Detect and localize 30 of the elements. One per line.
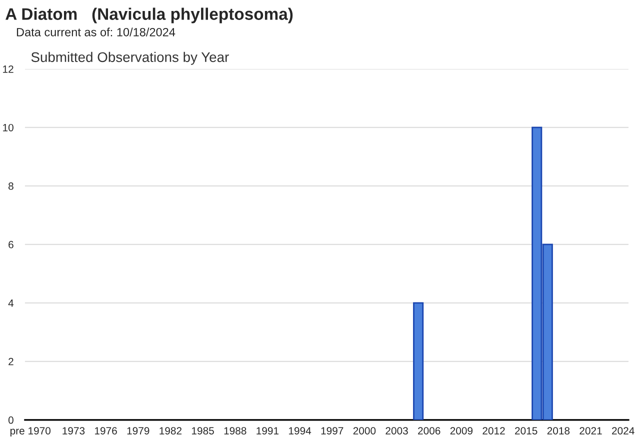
y-tick-label: 12 xyxy=(3,65,14,73)
x-tick-label: 1979 xyxy=(127,427,150,434)
x-tick-label: 1991 xyxy=(256,427,279,434)
x-tick-label: 2009 xyxy=(450,427,473,434)
bar xyxy=(413,302,424,420)
x-tick-label: 1988 xyxy=(224,427,246,434)
text: Submitted Observations by Year xyxy=(31,52,229,65)
y-tick-label: 4 xyxy=(8,300,14,307)
x-tick-label: 1997 xyxy=(321,427,344,434)
x-tick-label: 1985 xyxy=(192,427,214,434)
x-tick-label: 2015 xyxy=(515,427,538,434)
chart-subtitle: Data current as of: 10/18/2024 xyxy=(16,28,176,36)
x-tick-label: 1982 xyxy=(160,427,182,434)
x-tick-label: 1994 xyxy=(288,427,312,434)
x-tick-label: 2018 xyxy=(547,427,570,434)
x-tick-label: 2000 xyxy=(353,427,376,434)
y-tick-label: 0 xyxy=(8,416,14,424)
y-tick-label: 8 xyxy=(8,182,14,190)
x-tick-label: 2006 xyxy=(418,427,440,434)
x-tick-label: 2003 xyxy=(386,427,408,434)
x-tick-label: 2024 xyxy=(612,427,634,434)
x-tick-label: pre 1970 xyxy=(10,427,51,437)
y-tick-label: 10 xyxy=(3,124,14,132)
y-tick-label: 2 xyxy=(8,358,14,366)
x-tick-label: 2012 xyxy=(482,427,505,434)
x-tick-label: 1973 xyxy=(62,427,85,434)
x-tick-label: 1976 xyxy=(95,427,117,434)
x-tick-label: 2021 xyxy=(580,427,602,434)
chart-title: A Diatom (Navicula phylleptosoma) xyxy=(6,8,293,24)
y-tick-label: 6 xyxy=(8,240,14,248)
